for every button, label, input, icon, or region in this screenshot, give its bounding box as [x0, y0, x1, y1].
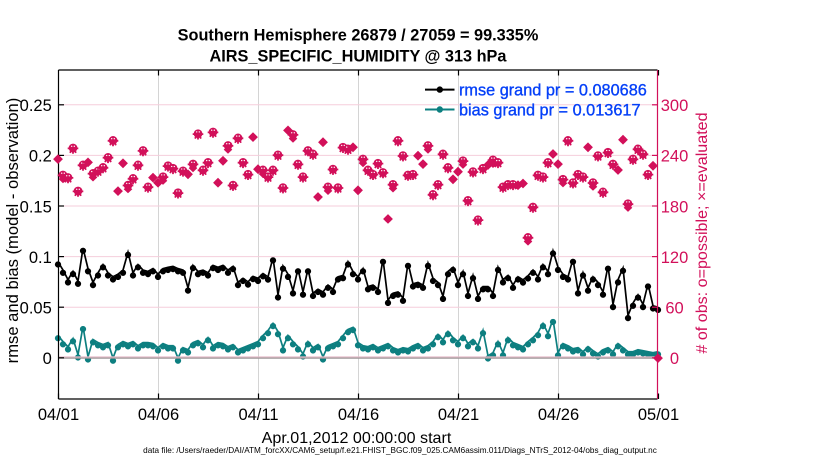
svg-text:0.15: 0.15 [20, 198, 52, 216]
svg-text:0: 0 [43, 350, 52, 368]
svg-text:04/16: 04/16 [338, 406, 379, 424]
svg-text:04/21: 04/21 [438, 406, 479, 424]
svg-text:Southern Hemisphere 26879 / 27: Southern Hemisphere 26879 / 27059 = 99.3… [178, 27, 539, 45]
svg-text:04/01: 04/01 [38, 406, 79, 424]
svg-text:300: 300 [661, 97, 689, 115]
svg-text:0: 0 [670, 350, 679, 368]
svg-text:180: 180 [661, 198, 689, 216]
svg-text:AIRS_SPECIFIC_HUMIDITY @ 313 h: AIRS_SPECIFIC_HUMIDITY @ 313 hPa [210, 47, 508, 65]
svg-text:0.05: 0.05 [20, 300, 52, 318]
svg-text:Apr.01,2012 00:00:00 start: Apr.01,2012 00:00:00 start [262, 429, 452, 447]
svg-text:# of obs: o=possible; ×=evalua: # of obs: o=possible; ×=evaluated [693, 112, 711, 353]
svg-text:240: 240 [661, 148, 689, 166]
svg-text:05/01: 05/01 [638, 406, 679, 424]
svg-text:0.25: 0.25 [20, 97, 52, 115]
svg-text:0.2: 0.2 [29, 148, 52, 166]
svg-text:60: 60 [665, 300, 683, 318]
svg-text:04/06: 04/06 [138, 406, 179, 424]
svg-text:rmse and bias (model - observa: rmse and bias (model - observation) [3, 98, 22, 364]
svg-text:data file: /Users/raeder/DAI/A: data file: /Users/raeder/DAI/ATM_forcXX/… [143, 446, 657, 455]
svg-text:120: 120 [661, 249, 689, 267]
svg-text:bias grand pr = 0.013617: bias grand pr = 0.013617 [459, 101, 641, 119]
svg-text:04/26: 04/26 [538, 406, 579, 424]
svg-text:04/11: 04/11 [238, 406, 278, 424]
svg-text:rmse grand pr = 0.080686: rmse grand pr = 0.080686 [459, 81, 647, 99]
svg-text:0.1: 0.1 [29, 249, 52, 267]
